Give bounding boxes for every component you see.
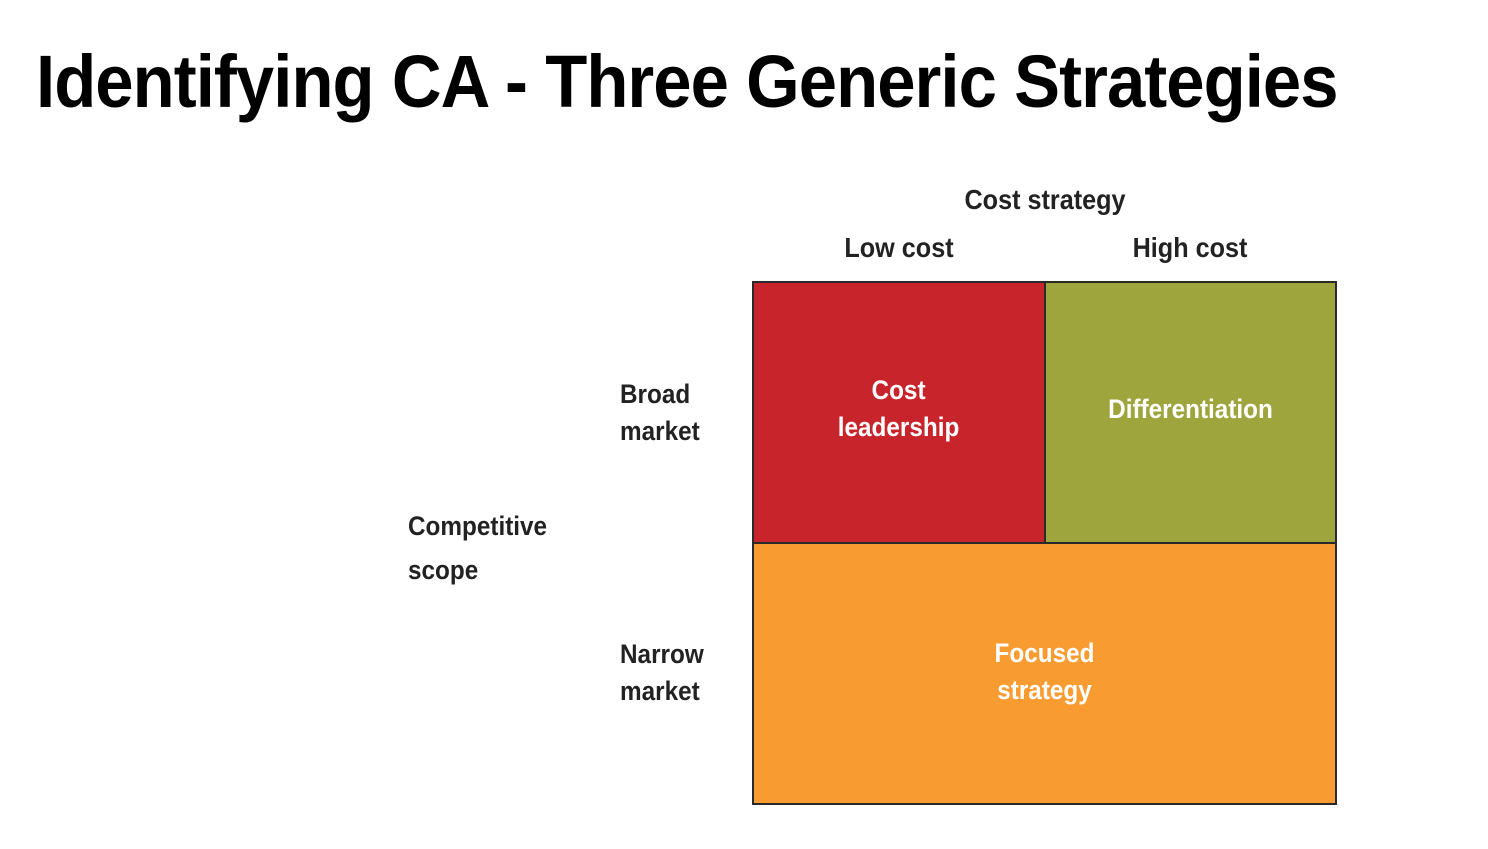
cost-strategy-axis-title: Cost strategy bbox=[964, 184, 1126, 215]
differentiation-cell: Differentiation bbox=[1046, 283, 1335, 544]
row-label-broad-market: Broad market bbox=[620, 379, 700, 446]
column-label-high-cost: High cost bbox=[1132, 232, 1248, 263]
competitive-scope-axis-title: Competitive scope bbox=[408, 511, 548, 585]
cost-leadership-cell: Cost leadership bbox=[754, 283, 1046, 544]
focused-strategy-label: Focused strategy bbox=[994, 637, 1095, 705]
differentiation-label: Differentiation bbox=[1108, 394, 1273, 424]
column-label-low-cost: Low cost bbox=[844, 232, 954, 263]
cost-leadership-label: Cost leadership bbox=[838, 374, 960, 442]
slide-title: Identifying CA - Three Generic Strategie… bbox=[36, 40, 1339, 123]
row-label-narrow-market: Narrow market bbox=[620, 639, 704, 706]
strategy-matrix: Cost leadership Differentiation Focused … bbox=[752, 281, 1337, 805]
focused-strategy-cell: Focused strategy bbox=[754, 544, 1335, 803]
